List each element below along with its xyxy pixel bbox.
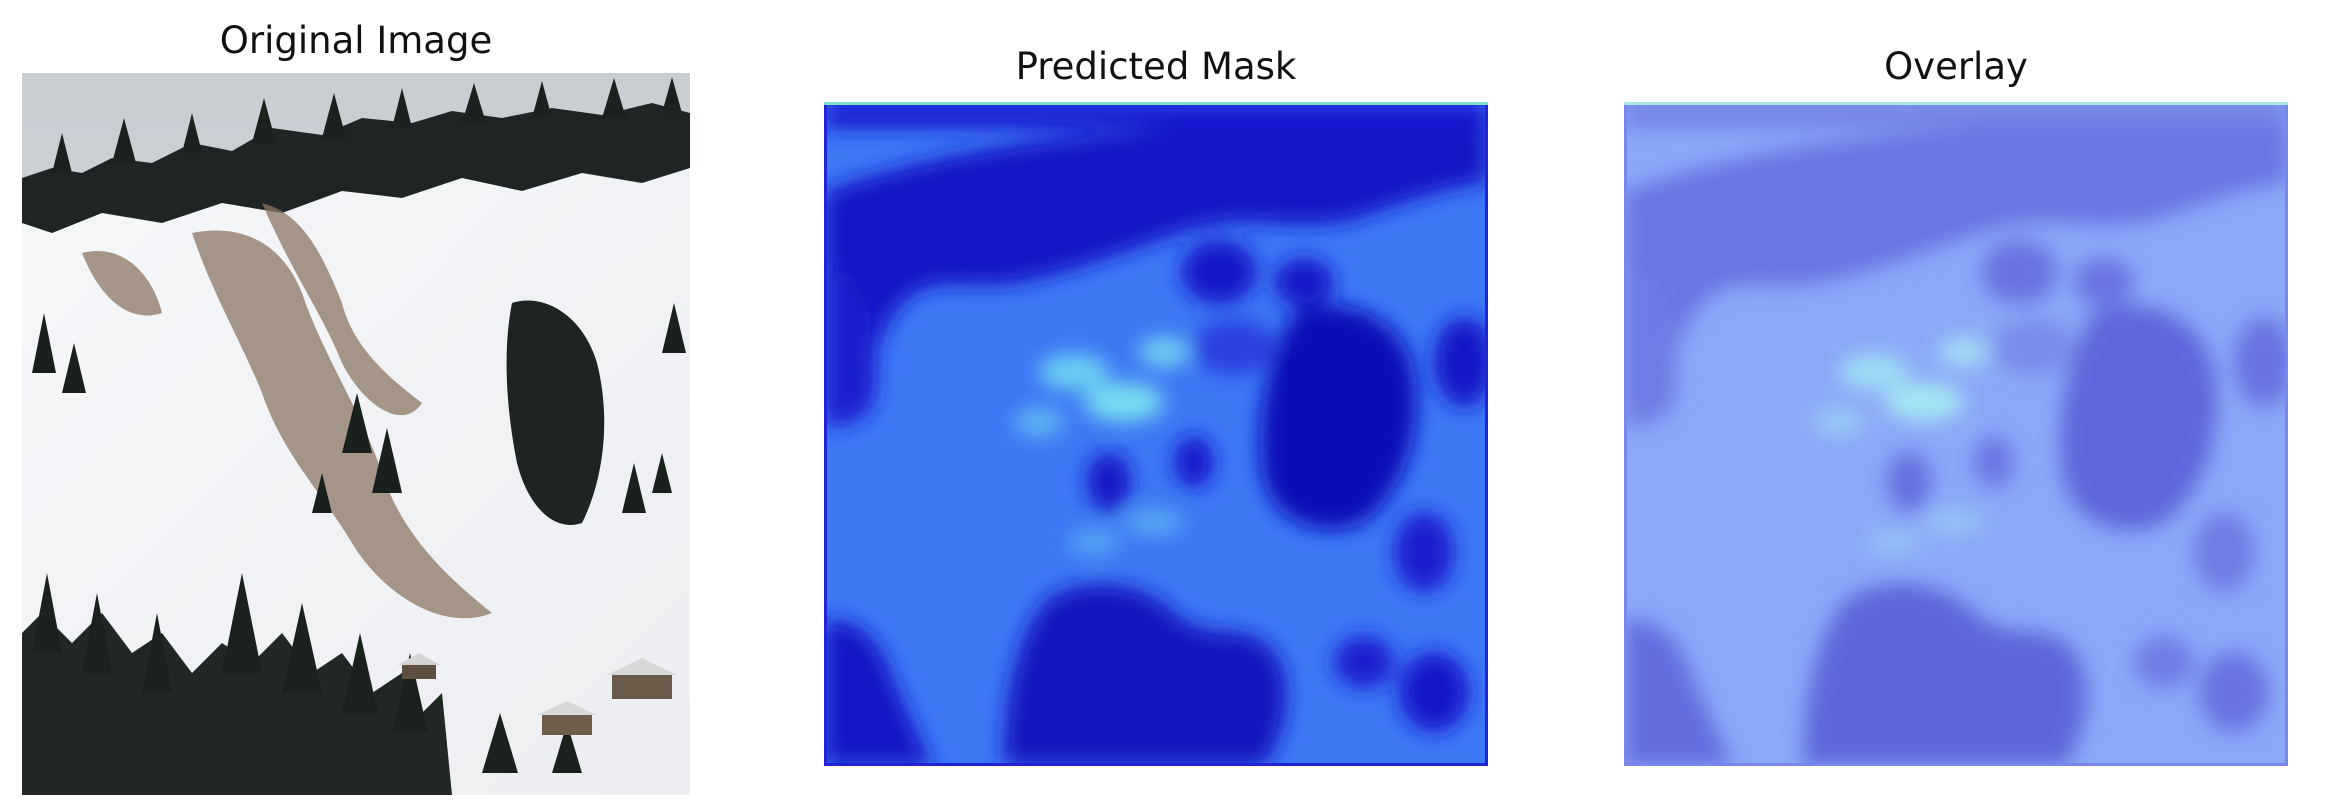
- predicted-mask-image: [824, 102, 1488, 766]
- original-image: [22, 73, 690, 795]
- original-image-title: Original Image: [219, 19, 493, 62]
- overlay-title: Overlay: [1884, 45, 2028, 88]
- predicted-mask-title: Predicted Mask: [1015, 45, 1297, 88]
- overlay-image: [1624, 102, 2288, 766]
